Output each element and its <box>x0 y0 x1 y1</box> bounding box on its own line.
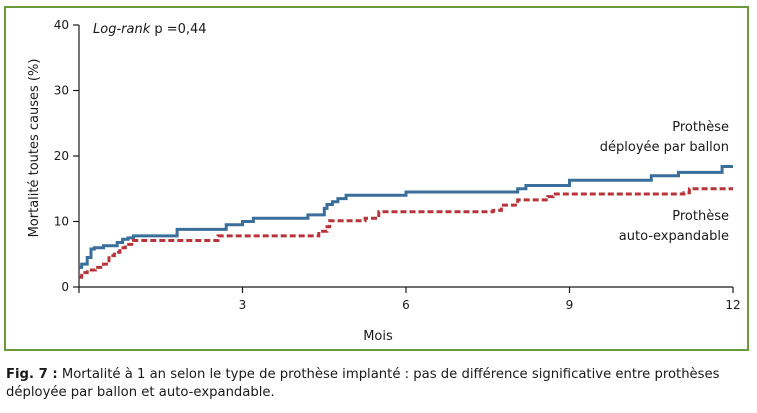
caption-label: Fig. 7 : <box>6 367 58 382</box>
series-label-balloon-line1: Prothèse <box>672 120 729 135</box>
figure-frame <box>4 6 749 351</box>
y-axis-title: Mortalité toutes causes (%) <box>27 59 42 238</box>
y-tick-label: 20 <box>54 149 69 163</box>
km-chart: 0 10 20 30 40 3 6 9 12 Mortalité toutes causes … <box>27 18 741 344</box>
figure-caption: Fig. 7 : Mortalité à 1 an selon le type … <box>6 366 751 402</box>
x-axis-title: Mois <box>363 329 393 344</box>
series-label-balloon-line2: déployée par ballon <box>600 140 729 155</box>
logrank-annotation: Log-rank p =0,44 <box>93 22 207 37</box>
x-tick-label: 3 <box>239 298 247 312</box>
series-line-self-expandable <box>79 187 733 279</box>
y-tick-label: 10 <box>54 215 69 229</box>
x-tick-label: 12 <box>725 298 740 312</box>
y-axis: 0 10 20 30 40 <box>54 18 80 294</box>
logrank-prefix: Log-rank <box>93 22 151 37</box>
x-axis: 3 6 9 12 <box>78 286 741 312</box>
y-tick-label: 0 <box>61 280 69 294</box>
series-label-selfexp-line1: Prothèse <box>672 209 729 224</box>
x-tick-label: 9 <box>566 298 574 312</box>
logrank-value: p =0,44 <box>150 22 206 37</box>
series-line-balloon <box>79 165 733 269</box>
series-label-selfexp-line2: auto-expandable <box>619 229 729 244</box>
caption-text: Mortalité à 1 an selon le type de prothè… <box>6 367 720 400</box>
y-tick-label: 30 <box>54 84 69 98</box>
x-tick-label: 6 <box>402 298 410 312</box>
y-tick-label: 40 <box>54 18 69 32</box>
series-lines <box>79 165 733 279</box>
